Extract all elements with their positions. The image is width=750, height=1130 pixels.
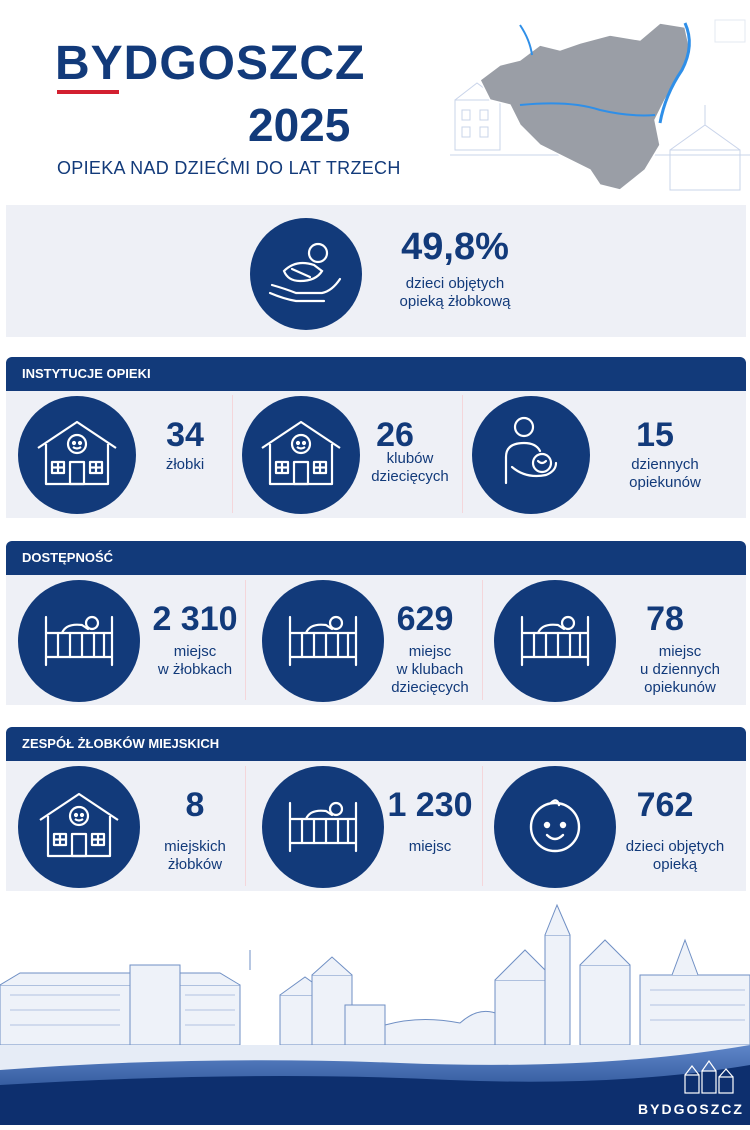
availability-value: 629: [396, 600, 454, 638]
availability-label: miejsc: [408, 643, 452, 660]
city-map-illustration: [450, 5, 750, 195]
title-underline: [57, 90, 119, 94]
footer-logo-text: BYDGOSZCZ: [638, 1101, 744, 1117]
institution-label: opiekunów: [629, 474, 701, 491]
section-header-availability: DOSTĘPNOŚĆ: [6, 541, 746, 575]
availability-label: miejsc: [658, 643, 702, 660]
baby-face-icon: [523, 793, 587, 862]
institution-label: dziecięcych: [371, 468, 449, 485]
city-skyline-illustration: [0, 895, 750, 1125]
city-nursery-label: opieką: [652, 856, 698, 873]
city-nursery-icon-circle: [494, 766, 616, 888]
city-nursery-label: miejsc: [408, 838, 452, 855]
crib-icon: [42, 611, 116, 672]
institution-label: żłobki: [165, 456, 205, 473]
city-nursery-icon-circle: [262, 766, 384, 888]
city-nursery-label: miejskich: [164, 838, 226, 855]
divider: [462, 395, 463, 513]
city-nursery-value: 762: [636, 786, 694, 824]
crib-icon: [518, 611, 592, 672]
availability-label: w klubach: [396, 661, 464, 678]
availability-label: dziecięcych: [391, 679, 469, 696]
section-header-city-nurseries: ZESPÓŁ ŻŁOBKÓW MIEJSKICH: [6, 727, 746, 761]
availability-label: w żłobkach: [157, 661, 233, 678]
city-nursery-value: 8: [185, 786, 205, 824]
institution-icon-circle: [242, 396, 360, 514]
institution-value: 15: [636, 416, 674, 454]
institution-icon-circle: [18, 396, 136, 514]
highlight-panel: [6, 205, 746, 337]
divider: [232, 395, 233, 513]
institution-label: klubów: [386, 450, 434, 467]
year-label: 2025: [248, 99, 351, 151]
availability-value: 78: [646, 600, 684, 638]
availability-icon-circle: [262, 580, 384, 702]
caregiver-with-baby-icon: [496, 413, 566, 498]
city-nursery-label: żłobków: [167, 856, 223, 873]
institution-icon-circle: [472, 396, 590, 514]
divider: [482, 766, 483, 886]
crib-icon: [286, 797, 360, 858]
availability-icon-circle: [18, 580, 140, 702]
availability-value: 2 310: [152, 600, 238, 638]
availability-label: opiekunów: [644, 679, 716, 696]
highlight-value: 49,8%: [401, 226, 509, 268]
divider: [482, 580, 483, 700]
nursery-house-icon: [36, 790, 122, 865]
nursery-house-icon: [258, 418, 344, 493]
institution-value: 26: [376, 416, 414, 454]
institution-label: dziennych: [631, 456, 699, 473]
city-nursery-value: 1 230: [387, 786, 473, 824]
city-nursery-icon-circle: [18, 766, 140, 888]
availability-icon-circle: [494, 580, 616, 702]
page-subtitle: OPIEKA NAD DZIEĆMI DO LAT TRZECH: [57, 158, 401, 178]
institution-value: 34: [166, 416, 204, 454]
section-header-institutions: INSTYTUCJE OPIEKI: [6, 357, 746, 391]
highlight-icon-circle: [250, 218, 362, 330]
city-nursery-label: dzieci objętych: [625, 838, 725, 855]
crib-icon: [286, 611, 360, 672]
page-title: BYDGOSZCZ: [55, 37, 366, 90]
baby-in-hands-icon: [266, 237, 346, 312]
nursery-house-icon: [34, 418, 120, 493]
divider: [245, 580, 246, 700]
highlight-label-2: opieką żłobkową: [399, 293, 511, 310]
availability-label: miejsc: [173, 643, 217, 660]
divider: [245, 766, 246, 886]
highlight-label-1: dzieci objętych: [405, 275, 505, 292]
availability-label: u dziennych: [639, 661, 721, 678]
